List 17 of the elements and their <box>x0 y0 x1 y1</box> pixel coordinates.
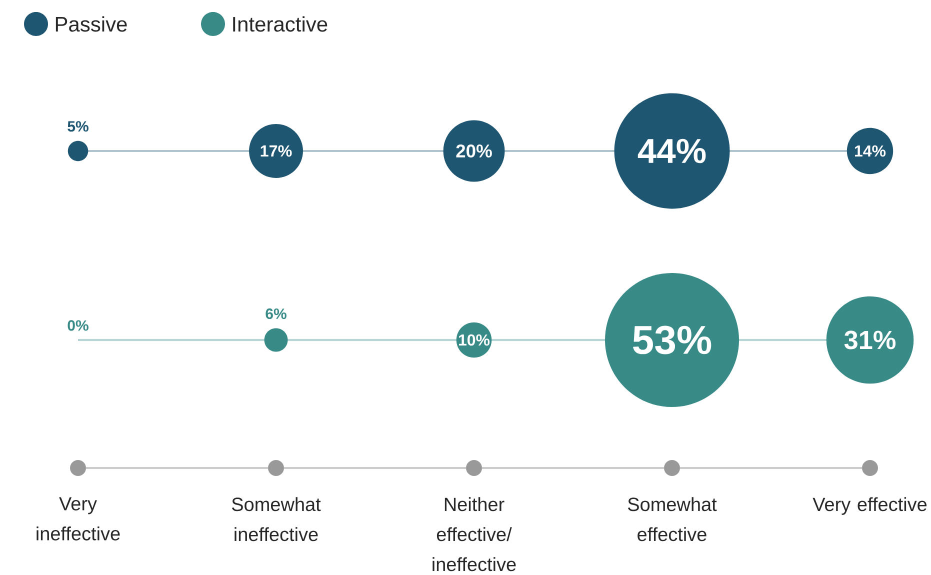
data-label: 6% <box>266 308 286 320</box>
data-label: 44% <box>638 138 706 164</box>
data-label: 20% <box>456 144 492 158</box>
legend-label: Interactive <box>233 16 328 32</box>
category-label: Neither effective/ ineffective <box>432 497 516 572</box>
data-label: 10% <box>459 334 490 346</box>
legend-label: Passive <box>56 16 127 32</box>
data-label: 17% <box>260 145 292 157</box>
data-label: 0% <box>68 320 88 331</box>
category-label: Very effective <box>812 497 927 515</box>
data-label: 53% <box>633 326 712 354</box>
category-label: Somewhat effective <box>628 497 717 542</box>
data-label: 5% <box>68 121 88 132</box>
category-label: Somewhat ineffective <box>232 497 321 542</box>
data-label: 31% <box>844 330 896 350</box>
category-label: Very ineffective <box>36 497 120 540</box>
data-label: 14% <box>854 145 886 157</box>
